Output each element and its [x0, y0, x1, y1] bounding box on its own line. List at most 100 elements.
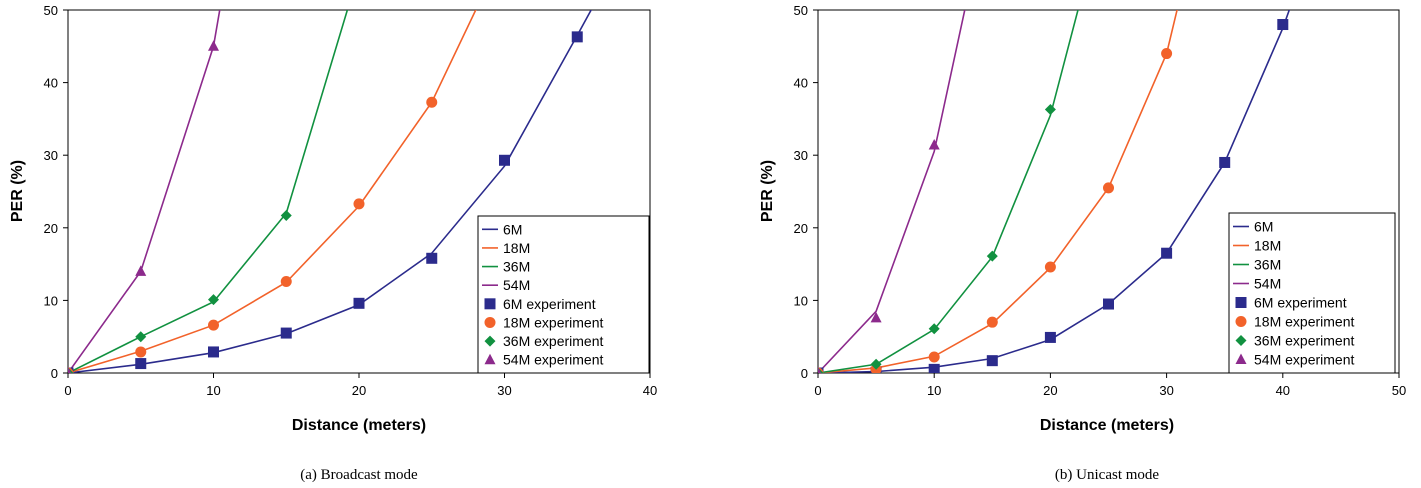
- legend-item: 6M experiment: [1235, 295, 1347, 311]
- data-point: [1103, 182, 1114, 194]
- data-point: [1044, 331, 1056, 343]
- legend-marker: [1235, 335, 1247, 346]
- axis-ticks: 0 10 20 30 40 50 0 10 20 30 40 50: [794, 3, 1407, 398]
- x-axis-label: Distance (meters): [1040, 417, 1174, 434]
- data-point: [208, 40, 219, 51]
- data-point: [870, 358, 882, 370]
- data-point: [870, 311, 882, 323]
- chart-panel-unicast: 0 10 20 30 40 50 0 10 20 30 40 50 PER (%) Distance …: [759, 3, 1407, 483]
- x-tick-label: 10: [206, 383, 220, 398]
- data-point: [1044, 261, 1056, 273]
- data-point: [135, 331, 147, 343]
- series-clip: [68, 10, 593, 373]
- legend-marker: [1235, 316, 1247, 327]
- legend-label: 6M experiment: [1254, 295, 1347, 311]
- series-line-6m: [818, 10, 1291, 373]
- data-point: [1219, 156, 1231, 168]
- legend-label: 54M: [1254, 276, 1281, 292]
- legend-label: 54M experiment: [503, 352, 603, 368]
- experiment-points-18m: [818, 48, 1173, 373]
- x-tick-label: 40: [1276, 383, 1290, 398]
- data-point: [1161, 48, 1173, 60]
- legend-label: 36M experiment: [503, 333, 603, 349]
- data-point: [499, 154, 510, 166]
- data-point: [353, 297, 365, 309]
- x-tick-label: 0: [814, 383, 821, 398]
- legend-item: 6M: [1233, 219, 1273, 235]
- legend-label: 18M experiment: [503, 314, 603, 330]
- data-point: [135, 358, 147, 370]
- legend: 6M 18M 36M 54M 6M experiment 18M experiment 36…: [1228, 212, 1396, 374]
- data-point: [280, 209, 292, 221]
- series-layer: [68, 10, 593, 373]
- legend: 6M 18M 36M 54M 6M experiment 18M experiment 36…: [477, 215, 650, 374]
- legend-marker: [484, 298, 496, 310]
- legend-item: 54M: [482, 277, 530, 293]
- legend-label: 36M: [1254, 257, 1281, 273]
- y-tick-label: 30: [794, 148, 808, 163]
- x-tick-label: 20: [352, 383, 366, 398]
- data-point: [426, 96, 438, 108]
- legend-label: 18M: [503, 240, 530, 256]
- y-tick-label: 50: [44, 3, 58, 18]
- y-tick-label: 50: [794, 3, 808, 18]
- legend-label: 18M: [1254, 238, 1281, 254]
- data-point: [1103, 298, 1114, 310]
- plot-area: [817, 9, 1400, 374]
- legend-marker: [484, 316, 496, 328]
- x-tick-label: 0: [64, 383, 71, 398]
- data-point: [1044, 103, 1056, 115]
- legend-item: 54M: [1233, 276, 1281, 292]
- legend-item: 36M: [482, 259, 530, 275]
- experiment-points-18m: [68, 96, 438, 373]
- legend-item: 36M: [1233, 257, 1281, 273]
- data-point: [426, 252, 438, 264]
- experiment-points-54m: [68, 40, 219, 373]
- data-point: [986, 316, 998, 328]
- experiment-points-36m: [68, 209, 292, 373]
- x-axis-label: Distance (meters): [292, 417, 426, 434]
- data-point: [208, 346, 219, 358]
- data-point: [928, 363, 940, 373]
- y-tick-label: 0: [51, 366, 58, 381]
- data-point: [280, 327, 292, 339]
- series-line-54m: [68, 10, 221, 373]
- series-layer: [818, 10, 1291, 373]
- legend-item: 18M experiment: [484, 314, 603, 330]
- legend-marker: [1235, 353, 1247, 364]
- legend-marker: [1235, 297, 1247, 308]
- legend-box: [1228, 212, 1396, 374]
- series-line-54m: [818, 10, 966, 373]
- figure-caption: (b) Unicast mode: [1055, 467, 1159, 483]
- legend-label: 6M experiment: [503, 296, 596, 312]
- x-tick-label: 50: [1392, 383, 1406, 398]
- data-point: [135, 346, 147, 358]
- x-tick-label: 10: [927, 383, 941, 398]
- data-point: [818, 367, 822, 373]
- y-tick-label: 30: [44, 148, 58, 163]
- legend-marker: [484, 353, 496, 365]
- data-point: [1161, 247, 1173, 259]
- y-tick-label: 10: [794, 293, 808, 308]
- data-point: [208, 294, 219, 306]
- legend-item: 36M experiment: [484, 333, 603, 349]
- experiment-points-54m: [818, 139, 940, 373]
- y-tick-label: 0: [801, 366, 808, 381]
- legend-item: 6M experiment: [484, 296, 596, 312]
- experiment-points-6m: [818, 19, 1289, 373]
- y-tick-label: 10: [44, 293, 58, 308]
- axis-ticks: 0 10 20 30 40 0 10 20 30 40 50: [44, 3, 658, 398]
- figure-caption: (a) Broadcast mode: [300, 467, 418, 483]
- legend-label: 6M: [1254, 219, 1273, 235]
- data-point: [571, 31, 583, 43]
- legend-item: 54M experiment: [1235, 352, 1354, 368]
- legend-label: 18M experiment: [1254, 314, 1354, 330]
- y-axis-label: PER (%): [759, 160, 776, 222]
- legend-item: 6M: [482, 221, 522, 237]
- legend-marker: [484, 335, 496, 347]
- plot-frame: [817, 9, 1400, 374]
- data-point: [1277, 19, 1289, 31]
- x-tick-label: 40: [643, 383, 657, 398]
- legend-item: 18M: [1233, 238, 1281, 254]
